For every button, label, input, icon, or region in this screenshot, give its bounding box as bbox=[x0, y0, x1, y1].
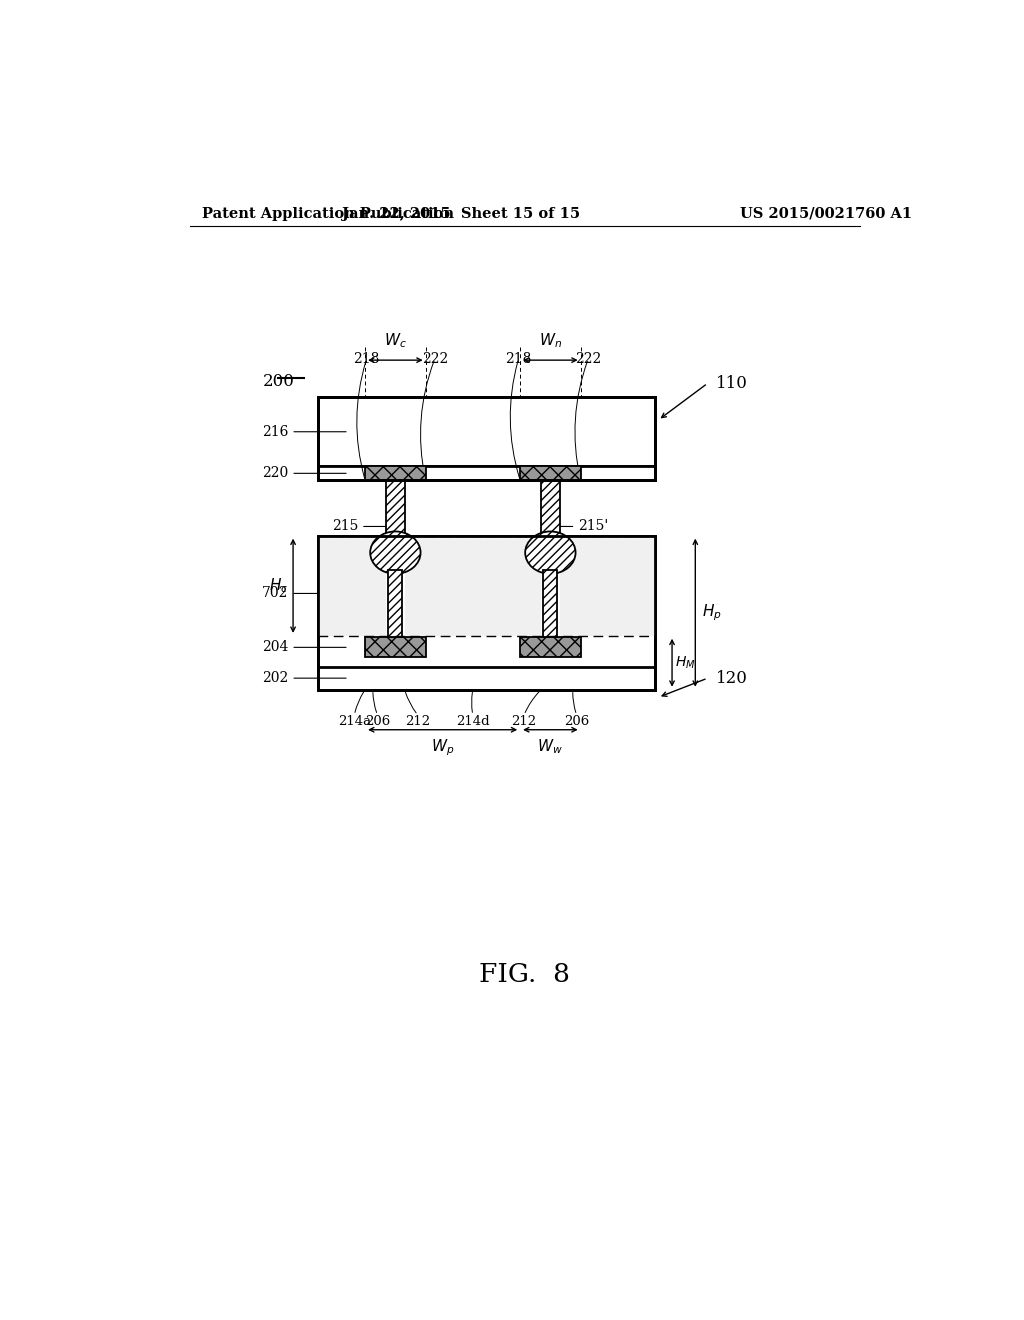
Bar bbox=[317, 397, 655, 480]
Text: 200: 200 bbox=[263, 374, 295, 391]
Text: 220: 220 bbox=[262, 466, 346, 480]
Text: 218: 218 bbox=[506, 352, 531, 367]
Ellipse shape bbox=[371, 532, 421, 574]
Text: 204: 204 bbox=[262, 640, 346, 655]
Text: US 2015/0021760 A1: US 2015/0021760 A1 bbox=[740, 207, 912, 220]
Bar bbox=[317, 397, 655, 480]
Bar bbox=[317, 536, 655, 689]
Ellipse shape bbox=[525, 532, 575, 574]
Text: $W_w$: $W_w$ bbox=[538, 738, 563, 756]
Text: $W_n$: $W_n$ bbox=[539, 331, 562, 350]
Bar bbox=[404, 536, 541, 636]
Bar bbox=[366, 466, 426, 480]
Bar bbox=[544, 570, 557, 638]
Bar bbox=[317, 536, 386, 636]
Bar bbox=[317, 536, 655, 636]
Text: 206: 206 bbox=[564, 715, 590, 729]
Text: 216: 216 bbox=[262, 425, 346, 438]
Text: 110: 110 bbox=[716, 375, 748, 392]
Bar bbox=[388, 570, 402, 638]
Text: 212: 212 bbox=[511, 715, 537, 729]
Text: 702: 702 bbox=[262, 586, 354, 601]
Text: 120: 120 bbox=[716, 669, 748, 686]
Bar bbox=[560, 536, 655, 636]
Text: $W_c$: $W_c$ bbox=[384, 331, 407, 350]
Text: $H_c$: $H_c$ bbox=[269, 577, 289, 595]
Text: 214a: 214a bbox=[338, 715, 371, 729]
Text: 212: 212 bbox=[406, 715, 430, 729]
Text: 218: 218 bbox=[353, 352, 380, 367]
Text: 222: 222 bbox=[575, 352, 601, 367]
Text: Patent Application Publication: Patent Application Publication bbox=[202, 207, 454, 220]
Text: 222: 222 bbox=[422, 352, 449, 367]
Text: 215': 215' bbox=[544, 520, 608, 533]
Text: $W_p$: $W_p$ bbox=[431, 738, 455, 758]
Bar bbox=[366, 638, 426, 657]
Bar bbox=[317, 466, 655, 480]
Bar bbox=[317, 397, 655, 466]
Bar bbox=[317, 536, 655, 689]
Text: 202: 202 bbox=[262, 671, 346, 685]
Bar bbox=[520, 638, 581, 657]
Text: FIG.  8: FIG. 8 bbox=[479, 962, 570, 987]
Text: $H_p$: $H_p$ bbox=[701, 602, 721, 623]
Text: $H_M$: $H_M$ bbox=[675, 655, 695, 671]
Text: 206: 206 bbox=[365, 715, 390, 729]
Text: Jan. 22, 2015  Sheet 15 of 15: Jan. 22, 2015 Sheet 15 of 15 bbox=[342, 207, 581, 220]
Bar bbox=[541, 480, 560, 540]
Text: 215: 215 bbox=[332, 520, 402, 533]
Text: 214d: 214d bbox=[456, 715, 489, 729]
Bar bbox=[386, 480, 404, 540]
Bar bbox=[520, 466, 581, 480]
